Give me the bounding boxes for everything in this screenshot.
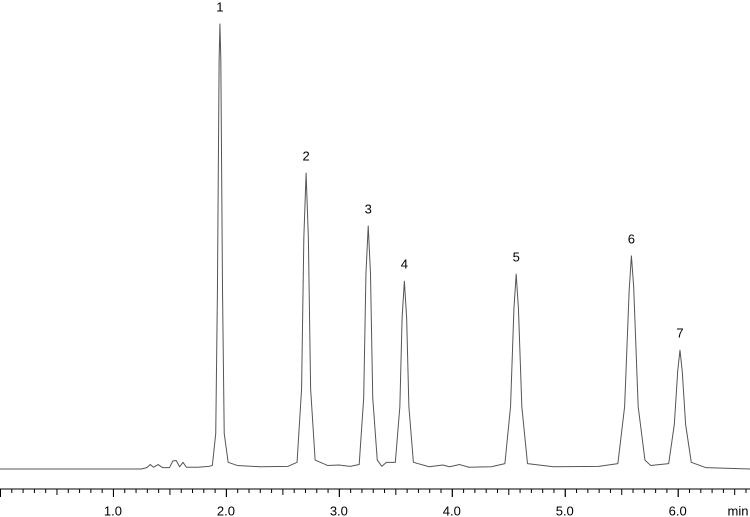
x-tick-label: 4.0 — [443, 503, 461, 517]
peak-label: 7 — [676, 326, 683, 341]
x-tick-label: 5.0 — [556, 503, 574, 517]
peak-label: 3 — [365, 201, 372, 216]
x-axis-label: min — [728, 503, 749, 517]
peak-label: 1 — [216, 0, 223, 14]
peak-label: 2 — [302, 149, 309, 164]
x-tick-label: 1.0 — [104, 503, 122, 517]
x-tick-label: 2.0 — [217, 503, 235, 517]
peak-label: 6 — [628, 231, 635, 246]
trace — [0, 23, 750, 470]
peak-label: 5 — [513, 250, 520, 265]
peak-label: 4 — [401, 257, 408, 272]
x-tick-label: 3.0 — [330, 503, 348, 517]
x-tick-label: 6.0 — [669, 503, 687, 517]
